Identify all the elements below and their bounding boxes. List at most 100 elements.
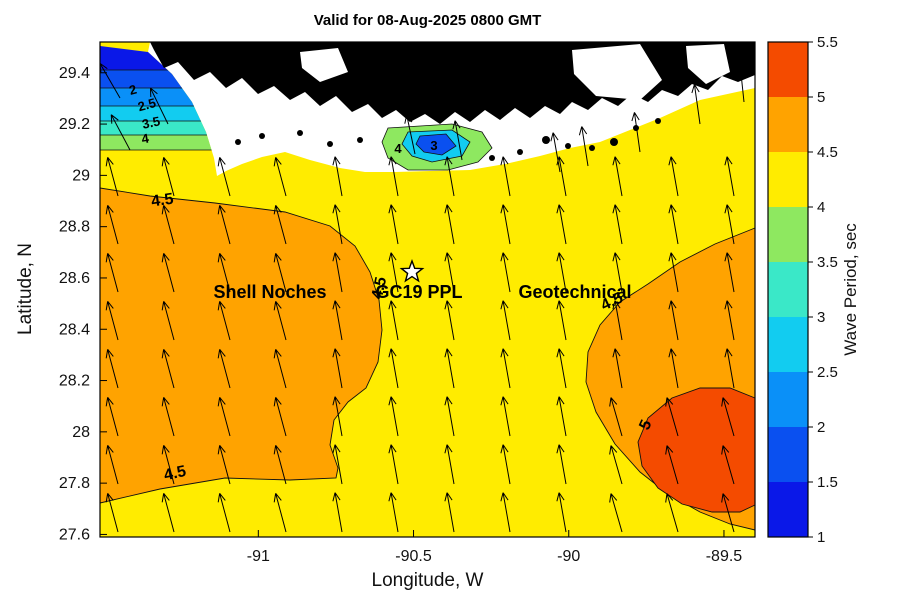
wave-direction-arrow <box>105 157 119 197</box>
colorbar-band <box>768 262 808 317</box>
contour-label: 4.5 <box>150 191 174 211</box>
wave-direction-arrow <box>217 397 231 437</box>
island <box>489 155 495 161</box>
wave-direction-arrow <box>388 348 399 389</box>
y-tick-label: 28 <box>72 424 90 441</box>
wave-direction-arrow <box>665 493 679 533</box>
wave-direction-arrow <box>105 301 119 341</box>
y-tick-label: 28.4 <box>59 321 90 338</box>
wave-direction-arrow <box>444 300 455 341</box>
wave-direction-arrow <box>105 205 119 245</box>
wave-direction-arrow <box>105 493 119 533</box>
island <box>565 143 571 149</box>
contour-region-5-5.5 <box>637 387 756 513</box>
wave-direction-arrow <box>105 349 119 389</box>
wave-direction-arrow <box>161 445 175 485</box>
colorbar-border <box>767 41 809 538</box>
wave-direction-arrow <box>388 396 399 437</box>
wave-direction-arrow <box>273 349 287 389</box>
wave-direction-arrow <box>668 156 679 197</box>
contour-label: 4.5 <box>369 275 390 300</box>
wave-direction-arrow <box>444 396 455 437</box>
wave-direction-arrow <box>161 493 175 533</box>
colorbar-band <box>768 482 808 537</box>
wave-direction-arrow <box>721 445 735 485</box>
wave-direction-arrow <box>556 444 567 485</box>
wave-direction-arrow <box>332 300 343 341</box>
contour-label: 4.5 <box>162 463 187 484</box>
wave-direction-arrow <box>332 204 343 245</box>
wave-direction-arrow <box>273 301 287 341</box>
colorbar-tick-label: 3 <box>817 309 825 326</box>
wave-direction-arrow <box>444 156 455 197</box>
wave-direction-arrow <box>332 156 343 197</box>
island <box>297 130 303 136</box>
wave-direction-arrow <box>609 445 623 485</box>
colorbar-band <box>768 372 808 427</box>
island <box>259 133 265 139</box>
island <box>327 141 333 147</box>
y-tick-label: 29 <box>72 167 90 184</box>
wave-direction-arrow <box>724 204 735 245</box>
wave-direction-arrow <box>668 204 679 245</box>
wave-direction-arrow <box>724 348 735 389</box>
x-axis-label: Longitude, W <box>371 570 484 591</box>
island <box>589 145 595 151</box>
wave-direction-arrow <box>105 397 119 437</box>
wave-direction-arrow <box>388 252 399 293</box>
wave-direction-arrow <box>161 157 175 197</box>
wave-direction-arrow <box>721 397 735 437</box>
colorbar-tick-label: 2.5 <box>817 364 838 381</box>
wave-direction-arrow <box>161 349 175 389</box>
wave-direction-arrow <box>556 204 567 245</box>
wave-direction-arrow <box>612 156 623 197</box>
wave-direction-arrow <box>668 300 679 341</box>
wave-direction-arrow <box>612 204 623 245</box>
colorbar-band <box>768 317 808 372</box>
bay <box>300 48 348 82</box>
wave-direction-arrow <box>444 444 455 485</box>
island <box>655 118 661 124</box>
wave-direction-arrow <box>500 444 511 485</box>
island <box>517 149 523 155</box>
wave-direction-arrow <box>217 253 231 293</box>
wave-direction-arrow <box>612 300 623 341</box>
wave-direction-arrow <box>444 348 455 389</box>
wave-direction-arrow <box>631 112 641 153</box>
x-tick-label: -90.5 <box>395 548 432 565</box>
bay <box>686 44 730 84</box>
wave-direction-arrow <box>273 253 287 293</box>
y-tick-label: 29.4 <box>59 65 90 82</box>
wave-direction-arrow <box>161 397 175 437</box>
wave-direction-arrow <box>404 114 416 155</box>
colorbar-tick-label: 3.5 <box>817 254 838 271</box>
colorbar-tick-label: 4 <box>817 199 825 216</box>
y-tick-label: 28.6 <box>59 270 90 287</box>
island <box>235 139 241 145</box>
station-star-marker <box>399 258 425 283</box>
wave-direction-arrow <box>612 348 623 389</box>
wave-direction-arrow <box>500 300 511 341</box>
contour-label: 2.5 <box>136 95 157 114</box>
wave-direction-arrow <box>273 493 287 533</box>
contour-label: 4 <box>140 130 150 146</box>
wave-direction-arrow <box>332 252 343 293</box>
colorbar-tick-label: 1 <box>817 529 825 546</box>
wave-direction-arrow <box>388 492 399 533</box>
island <box>633 125 639 131</box>
wave-direction-arrow <box>724 252 735 293</box>
y-tick-label: 28.8 <box>59 219 90 236</box>
plot-title: Valid for 08-Aug-2025 0800 GMT <box>313 12 542 29</box>
island <box>610 138 618 146</box>
colorbar-band <box>768 152 808 207</box>
colorbar-tick-label: 2 <box>817 419 825 436</box>
bay <box>572 44 662 100</box>
x-tick-label: -91 <box>247 548 270 565</box>
wave-direction-arrow <box>149 87 169 125</box>
wave-direction-arrow <box>500 396 511 437</box>
contour-label: 4 <box>394 141 402 156</box>
colorbar-band <box>768 97 808 152</box>
wave-direction-arrow <box>273 445 287 485</box>
x-tick-label: -90 <box>557 548 580 565</box>
